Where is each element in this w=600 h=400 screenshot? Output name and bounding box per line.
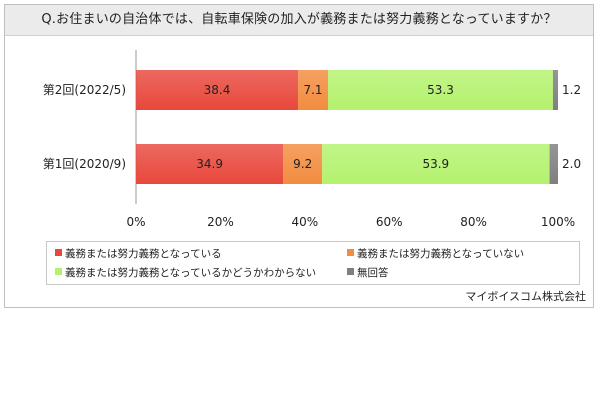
bar-segment-mandatory bbox=[136, 144, 284, 184]
source-credit: マイボイスコム株式会社 bbox=[465, 290, 586, 303]
legend-swatch-not-mandatory bbox=[347, 249, 354, 256]
legend-item-mandatory: 義務または努力義務となっている bbox=[55, 247, 222, 261]
legend-label: 無回答 bbox=[357, 267, 389, 279]
bar-segment-unknown bbox=[322, 144, 550, 184]
data-label: 9.2 bbox=[293, 157, 312, 171]
bar-segment-not-mandatory bbox=[283, 144, 323, 184]
data-label: 2.0 bbox=[562, 157, 581, 171]
data-label: 1.2 bbox=[562, 83, 581, 97]
title-bar: Q.お住まいの自治体では、自転車保険の加入が義務または努力義務となっていますか？ bbox=[5, 5, 593, 36]
x-tick-label: 40% bbox=[291, 215, 318, 229]
data-label: 38.4 bbox=[204, 83, 231, 97]
x-tick-label: 100% bbox=[541, 215, 575, 229]
legend-swatch-mandatory bbox=[55, 249, 62, 256]
bar-segment-unknown bbox=[328, 70, 553, 110]
category-label: 第1回(2020/9) bbox=[43, 157, 126, 171]
legend-label: 義務または努力義務となっていない bbox=[357, 248, 525, 260]
data-label: 7.1 bbox=[303, 83, 322, 97]
stacked-bar-chart: 第2回(2022/5) 38.4 7.1 53.3 1.2 第1回(2020/9) 34.9… bbox=[43, 50, 581, 229]
legend-item-not-mandatory: 義務または努力義務となっていない bbox=[347, 247, 524, 261]
legend-label: 義務または努力義務となっている bbox=[65, 248, 222, 260]
x-tick-label: 20% bbox=[207, 215, 234, 229]
data-label: 53.9 bbox=[422, 157, 449, 171]
bar-segment-mandatory bbox=[136, 70, 299, 110]
x-tick-label: 60% bbox=[376, 215, 403, 229]
category-label: 第2回(2022/5) bbox=[43, 83, 126, 97]
legend: 義務または努力義務となっている 義務または努力義務となっていない 義務または努力… bbox=[46, 241, 580, 285]
x-tick-label: 80% bbox=[460, 215, 487, 229]
legend-swatch-no-answer bbox=[347, 268, 354, 275]
legend-item-unknown: 義務または努力義務となっているかどうかわからない bbox=[55, 266, 316, 280]
bar-segment-no-answer bbox=[552, 70, 558, 110]
legend-swatch-unknown bbox=[55, 268, 62, 275]
bar-segment-not-mandatory bbox=[298, 70, 329, 110]
chart-title: Q.お住まいの自治体では、自転車保険の加入が義務または努力義務となっていますか？ bbox=[41, 12, 557, 27]
legend-label: 義務または努力義務となっているかどうかわからない bbox=[65, 267, 317, 279]
data-label: 53.3 bbox=[427, 83, 454, 97]
legend-item-no-answer: 無回答 bbox=[347, 266, 389, 280]
data-label: 34.9 bbox=[196, 157, 223, 171]
bar-segment-no-answer bbox=[549, 144, 558, 184]
x-tick-label: 0% bbox=[126, 215, 145, 229]
